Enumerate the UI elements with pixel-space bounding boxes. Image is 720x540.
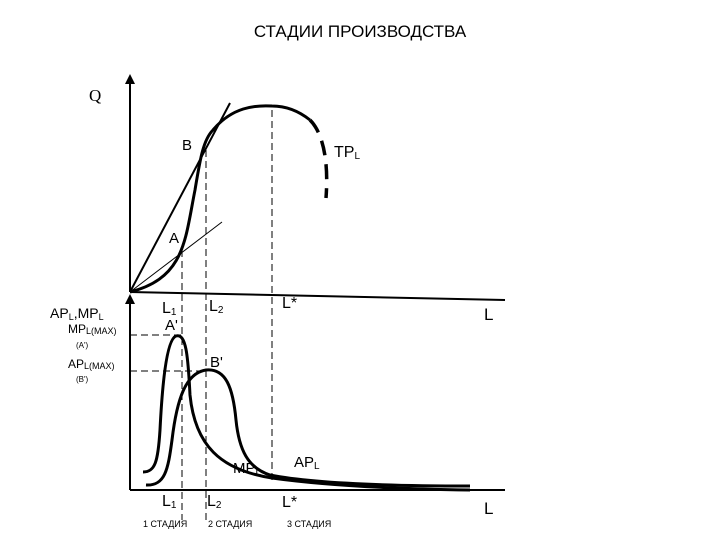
top-chart: Q B A TPL L — [89, 74, 506, 324]
l2-label-bottom: L2 — [207, 493, 222, 511]
ap-max-note: (B') — [76, 375, 89, 384]
tangent-ray-a — [129, 221, 223, 293]
l2-label-top: L2 — [209, 298, 224, 316]
tangent-ray-b — [129, 102, 231, 293]
top-y-axis-arrow — [125, 74, 135, 84]
l1-label-bottom: L1 — [162, 493, 177, 511]
stage-2-label: 2 СТАДИЯ — [208, 519, 252, 529]
point-b-label: B — [182, 137, 192, 154]
diagram-title: СТАДИИ ПРОИЗВОДСТВА — [254, 22, 467, 41]
bottom-y-axis-label: APL,MPL — [50, 305, 104, 322]
l1-label-top: L1 — [162, 300, 177, 318]
lstar-label-top: L* — [282, 295, 297, 312]
top-x-axis-label: L — [484, 305, 493, 324]
tp-curve — [129, 104, 311, 294]
top-x-axis — [129, 291, 506, 301]
mp-curve — [142, 334, 471, 492]
mp-max-label: MPL(MAX) — [68, 322, 117, 336]
point-a-label: A — [169, 230, 179, 247]
ap-max-label: APL(MAX) — [68, 357, 115, 371]
bottom-chart: APL,MPL MPL(MAX) (A') APL(MAX) (B') A' B… — [50, 294, 505, 518]
bottom-y-axis-arrow — [125, 294, 135, 304]
point-a-prime-label: A' — [165, 317, 178, 334]
top-y-axis-label: Q — [89, 86, 101, 105]
stage-1-label: 1 СТАДИЯ — [143, 519, 187, 529]
ap-curve — [145, 368, 471, 488]
ap-curve-label: APL — [294, 454, 320, 472]
mp-max-note: (A') — [76, 341, 89, 350]
point-b-prime-label: B' — [210, 354, 223, 371]
stage-3-label: 3 СТАДИЯ — [287, 519, 331, 529]
tp-curve-label: TPL — [334, 144, 360, 162]
lstar-label-bottom: L* — [282, 494, 297, 511]
mp-curve-label: MPL — [233, 460, 262, 478]
bottom-x-axis-label: L — [484, 499, 493, 518]
tp-curve-declining — [308, 118, 329, 199]
